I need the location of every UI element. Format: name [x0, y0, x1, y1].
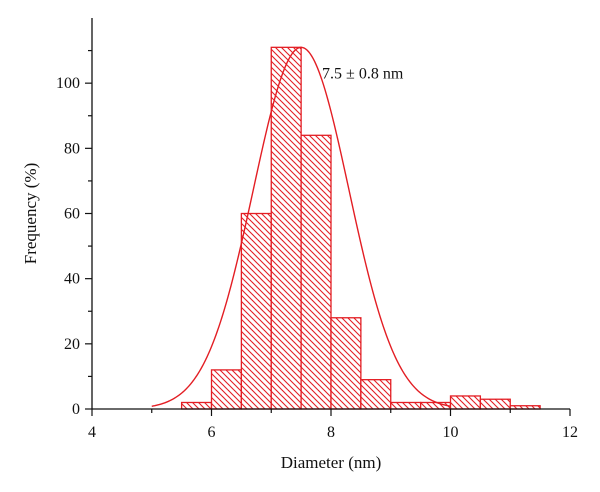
histogram-bars — [180, 46, 541, 410]
histogram-bar — [360, 379, 392, 410]
y-axis-title: Frequency (%) — [21, 163, 40, 265]
x-tick-label: 6 — [208, 424, 216, 441]
y-tick-label: 40 — [64, 271, 80, 288]
histogram-bar — [240, 212, 272, 410]
y-axis-ticks: 0 20 40 60 80 100 — [56, 49, 92, 418]
axes: 4 6 8 10 12 0 20 40 60 80 100 — [56, 18, 578, 441]
histogram-bar — [479, 398, 511, 410]
y-tick-label: 80 — [64, 140, 80, 157]
y-tick-label: 60 — [64, 206, 80, 223]
y-tick-label: 100 — [56, 75, 80, 92]
histogram-bar — [449, 395, 482, 410]
x-tick-label: 10 — [443, 424, 459, 441]
histogram-bar — [300, 134, 332, 410]
x-tick-label: 4 — [88, 424, 96, 441]
gaussian-fit-curve — [151, 46, 451, 407]
x-tick-label: 12 — [562, 424, 578, 441]
histogram-bar — [270, 46, 302, 410]
fit-annotation: 7.5 ± 0.8 nm — [322, 65, 404, 82]
histogram-bar — [210, 369, 243, 410]
histogram-bar — [390, 401, 422, 410]
histogram-bar — [180, 401, 213, 410]
x-tick-label: 8 — [327, 424, 335, 441]
y-tick-label: 20 — [64, 336, 80, 353]
histogram-bar — [330, 317, 362, 410]
x-axis-ticks: 4 6 8 10 12 — [88, 409, 578, 441]
y-tick-label: 0 — [72, 401, 80, 418]
x-axis-title: Diameter (nm) — [281, 453, 382, 472]
